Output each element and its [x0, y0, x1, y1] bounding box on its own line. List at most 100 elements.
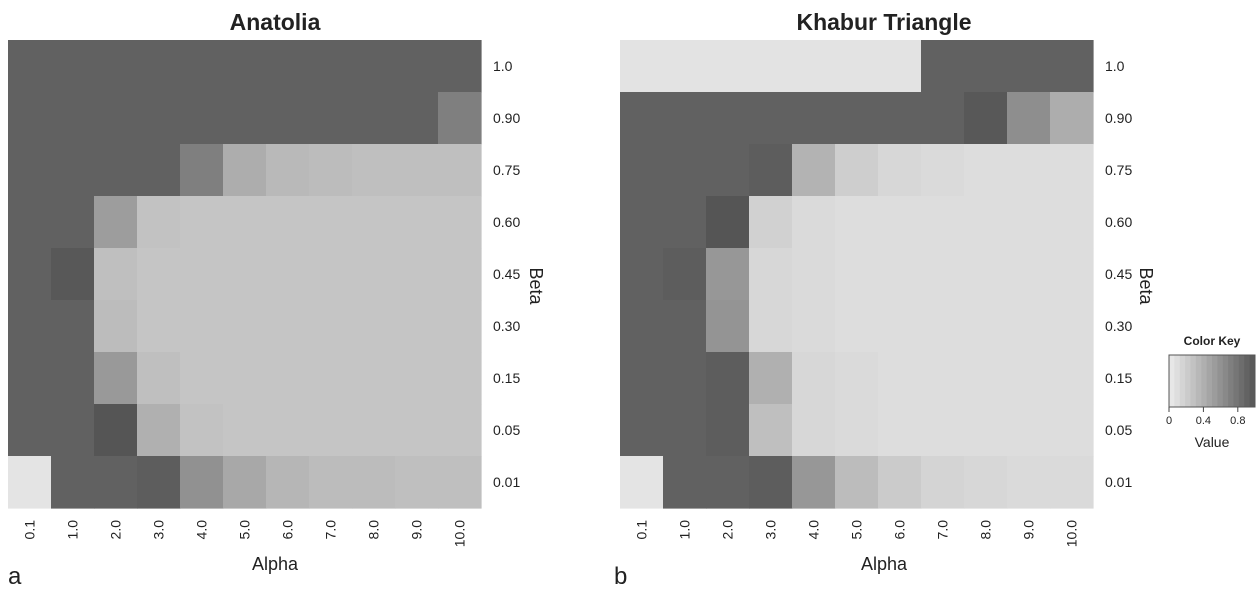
- heatmap-cell: [749, 456, 793, 509]
- heatmap-cell: [1007, 456, 1051, 509]
- heatmap-cell: [878, 456, 922, 509]
- heatmap-cell: [8, 456, 52, 509]
- heatmap-cell: [137, 248, 181, 301]
- heatmap-cell: [835, 248, 879, 301]
- heatmap-cell: [223, 92, 267, 145]
- color-key-swatch: [1169, 355, 1175, 407]
- heatmap-cell: [706, 352, 750, 405]
- heatmap-cell: [749, 404, 793, 457]
- heatmap-cells: [8, 40, 482, 509]
- heatmap-cell: [964, 92, 1008, 145]
- y-tick-label: 0.90: [493, 110, 520, 126]
- heatmap-cell: [663, 300, 707, 353]
- heatmap-cell: [1050, 352, 1094, 405]
- heatmap-cell: [1050, 196, 1094, 249]
- heatmap-cell: [663, 404, 707, 457]
- color-key-title: Color Key: [1184, 334, 1241, 348]
- heatmap-cell: [749, 196, 793, 249]
- heatmap-cell: [1050, 404, 1094, 457]
- heatmap-cell: [309, 196, 353, 249]
- heatmap-cell: [706, 404, 750, 457]
- y-tick-label: 0.45: [493, 266, 520, 282]
- heatmap-cell: [395, 404, 439, 457]
- heatmap-cell: [395, 196, 439, 249]
- heatmap-cell: [352, 92, 396, 145]
- heatmap-cell: [921, 404, 965, 457]
- heatmap-cell: [663, 248, 707, 301]
- heatmap-cell: [352, 456, 396, 509]
- heatmap-cell: [223, 248, 267, 301]
- heatmap-cell: [706, 456, 750, 509]
- heatmap-cell: [266, 40, 310, 93]
- heatmap-cell: [352, 248, 396, 301]
- color-key-label: Value: [1195, 434, 1230, 450]
- color-key-tick-label: 0.4: [1196, 415, 1211, 427]
- y-tick-labels: 1.0 0.90 0.75 0.60 0.45 0.30 0.15 0.05 0.01: [1105, 58, 1132, 490]
- heatmap-cell: [792, 248, 836, 301]
- x-tick-label: 3.0: [763, 520, 779, 540]
- x-axis-label: Alpha: [252, 554, 299, 574]
- heatmap-cell: [878, 352, 922, 405]
- heatmap-cell: [438, 248, 482, 301]
- color-key-swatch: [1249, 355, 1256, 407]
- heatmap-cells: [620, 40, 1094, 509]
- y-tick-label: 0.30: [1105, 318, 1132, 334]
- heatmap-cell: [94, 404, 138, 457]
- heatmap-cell: [792, 92, 836, 145]
- heatmap-cell: [878, 196, 922, 249]
- heatmap-cell: [94, 352, 138, 405]
- heatmap-cell: [438, 300, 482, 353]
- heatmap-cell: [266, 196, 310, 249]
- heatmap-cell: [51, 40, 95, 93]
- y-tick-label: 1.0: [493, 58, 513, 74]
- heatmap-cell: [663, 40, 707, 93]
- heatmap-cell: [51, 92, 95, 145]
- heatmap-cell: [921, 248, 965, 301]
- heatmap-cell: [352, 144, 396, 197]
- heatmap-cell: [620, 248, 664, 301]
- heatmap-cell: [921, 144, 965, 197]
- heatmap-cell: [395, 352, 439, 405]
- heatmap-cell: [620, 352, 664, 405]
- heatmap-cell: [1050, 300, 1094, 353]
- color-key-swatch: [1233, 355, 1240, 407]
- heatmap-cell: [137, 144, 181, 197]
- heatmap-cell: [706, 300, 750, 353]
- heatmap-cell: [792, 300, 836, 353]
- x-axis-label: Alpha: [861, 554, 908, 574]
- x-tick-label: 0.1: [634, 520, 650, 540]
- panel-label: b: [614, 563, 627, 589]
- heatmap-cell: [620, 196, 664, 249]
- heatmap-cell: [878, 404, 922, 457]
- color-key-swatch: [1222, 355, 1229, 407]
- heatmap-cell: [878, 40, 922, 93]
- heatmap-cell: [180, 456, 224, 509]
- heatmap-cell: [878, 300, 922, 353]
- color-key-swatch: [1244, 355, 1251, 407]
- heatmap-cell: [964, 40, 1008, 93]
- heatmap-cell: [395, 248, 439, 301]
- heatmap-cell: [51, 196, 95, 249]
- heatmap-cell: [878, 248, 922, 301]
- heatmap-cell: [395, 300, 439, 353]
- x-tick-label: 5.0: [849, 520, 865, 540]
- heatmap-cell: [1050, 40, 1094, 93]
- heatmap-cell: [180, 352, 224, 405]
- x-tick-label: 8.0: [978, 520, 994, 540]
- panel-label: a: [8, 563, 22, 589]
- heatmap-panel-khabur-triangle: Khabur Triangle 1.0 0.90 0.75 0.60 0.45 0.30 0…: [614, 9, 1156, 589]
- heatmap-cell: [8, 144, 52, 197]
- heatmap-cell: [137, 40, 181, 93]
- heatmap-cell: [309, 456, 353, 509]
- color-key-swatch: [1201, 355, 1208, 407]
- heatmap-cell: [438, 144, 482, 197]
- heatmap-cell: [51, 456, 95, 509]
- heatmap-cell: [8, 248, 52, 301]
- heatmap-cell: [1050, 456, 1094, 509]
- x-tick-label: 1.0: [677, 520, 693, 540]
- heatmap-cell: [1050, 144, 1094, 197]
- heatmap-cell: [1007, 144, 1051, 197]
- heatmap-cell: [223, 404, 267, 457]
- x-tick-label: 2.0: [108, 520, 124, 540]
